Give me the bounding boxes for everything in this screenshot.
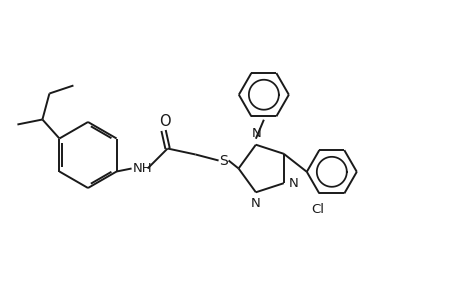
Text: NH: NH	[132, 162, 152, 175]
Text: Cl: Cl	[310, 203, 323, 217]
Text: N: N	[252, 127, 261, 140]
Text: N: N	[251, 197, 260, 210]
Text: O: O	[158, 114, 170, 129]
Text: N: N	[288, 177, 298, 190]
Text: S: S	[219, 154, 228, 167]
